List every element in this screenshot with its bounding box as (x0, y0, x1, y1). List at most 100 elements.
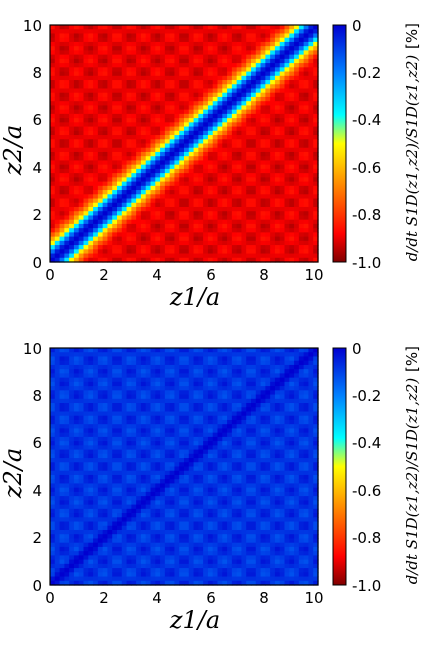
heatmap-cell (179, 483, 185, 489)
heatmap-cell (169, 75, 176, 81)
heatmap-cell (184, 398, 190, 404)
heatmap-cell (136, 470, 142, 476)
heatmap-cell (131, 542, 137, 548)
heatmap-cell (179, 394, 185, 400)
heatmap-cell (231, 96, 238, 102)
heatmap-cell (160, 441, 166, 446)
heatmap-cell (160, 576, 166, 582)
heatmap-cell (260, 33, 266, 39)
plot-frame-1 (49, 24, 319, 263)
heatmap-cell (188, 487, 195, 493)
heatmap-cell (313, 143, 319, 149)
heatmap-cell (97, 415, 104, 421)
heatmap-cell (198, 517, 204, 523)
heatmap-cell (260, 211, 266, 217)
heatmap-cell (126, 551, 132, 556)
heatmap-cell (73, 377, 80, 383)
heatmap-cell (145, 436, 152, 442)
heatmap-cell (198, 546, 204, 552)
heatmap-cell (174, 257, 180, 263)
heatmap-cell (298, 75, 305, 81)
heatmap-cell (203, 491, 209, 497)
heatmap-cell (107, 130, 113, 136)
heatmap-cell (50, 245, 56, 250)
heatmap-cell (73, 415, 80, 421)
heatmap-cell (169, 356, 176, 362)
heatmap-cell (136, 181, 142, 187)
heatmap-cell (160, 29, 166, 35)
heatmap-cell (193, 568, 199, 573)
heatmap-cell (93, 568, 99, 573)
heatmap-cell (93, 445, 99, 451)
heatmap-cell (83, 348, 89, 353)
heatmap-cell (174, 71, 180, 77)
heatmap-cell (102, 122, 109, 128)
heatmap-cell (198, 491, 204, 497)
heatmap-cell (131, 156, 137, 162)
heatmap-cell (102, 534, 109, 540)
heatmap-cell (169, 105, 176, 111)
heatmap-cell (93, 390, 99, 396)
heatmap-cell (255, 41, 262, 47)
heatmap-cell (112, 411, 118, 417)
heatmap-cell (136, 84, 142, 90)
heatmap-cell (136, 219, 142, 225)
heatmap-cell (131, 257, 137, 263)
heatmap-cell (298, 71, 305, 77)
heatmap-cell (193, 487, 199, 493)
heatmap-cell (112, 228, 118, 233)
heatmap-cell (198, 436, 204, 442)
heatmap-cell (236, 160, 243, 166)
heatmap-cell (174, 236, 180, 242)
heatmap-cell (97, 403, 104, 408)
heatmap-cell (97, 219, 104, 225)
heatmap-cell (121, 348, 128, 353)
heatmap-cell (188, 479, 195, 485)
heatmap-cell (50, 105, 56, 111)
heatmap-cell (179, 555, 185, 561)
heatmap-cell (155, 198, 161, 204)
y-tick-label: 0 (32, 254, 42, 272)
heatmap-cell (198, 360, 204, 366)
heatmap-cell (231, 147, 238, 153)
heatmap-cell (78, 390, 85, 396)
heatmap-cell (112, 441, 118, 446)
heatmap-cell (198, 466, 204, 472)
heatmap-cell (284, 156, 290, 162)
heatmap-cell (313, 240, 319, 246)
heatmap-cell (169, 470, 176, 476)
heatmap-cell (50, 151, 56, 157)
heatmap-cell (54, 415, 61, 421)
heatmap-cell (155, 513, 161, 518)
heatmap-cell (112, 101, 118, 107)
heatmap-cell (145, 215, 152, 221)
heatmap-cell (140, 54, 147, 60)
heatmap-cell (126, 236, 132, 242)
heatmap-cell (160, 232, 166, 238)
heatmap-cell (73, 513, 80, 518)
heatmap-cell (145, 517, 152, 523)
heatmap-cell (54, 546, 61, 552)
heatmap-cell (64, 58, 70, 64)
heatmap-cell (131, 118, 137, 123)
heatmap-cell (251, 126, 257, 132)
heatmap-cell (255, 177, 262, 183)
heatmap-cell (169, 559, 176, 565)
heatmap-cell (294, 122, 300, 128)
heatmap-cell (174, 563, 180, 569)
heatmap-cell (160, 360, 166, 366)
heatmap-cell (107, 390, 113, 396)
heatmap-cell (54, 219, 61, 225)
heatmap-cell (198, 441, 204, 446)
heatmap-cell (198, 521, 204, 527)
heatmap-cell (169, 92, 176, 98)
heatmap-cell (50, 436, 56, 442)
heatmap-cell (59, 168, 65, 174)
heatmap-cell (179, 419, 185, 425)
heatmap-cell (193, 164, 199, 170)
heatmap-cell (217, 37, 223, 43)
heatmap-cell (69, 190, 75, 195)
heatmap-cell (140, 504, 147, 510)
heatmap-cell (203, 177, 209, 183)
heatmap-cell (155, 542, 161, 548)
